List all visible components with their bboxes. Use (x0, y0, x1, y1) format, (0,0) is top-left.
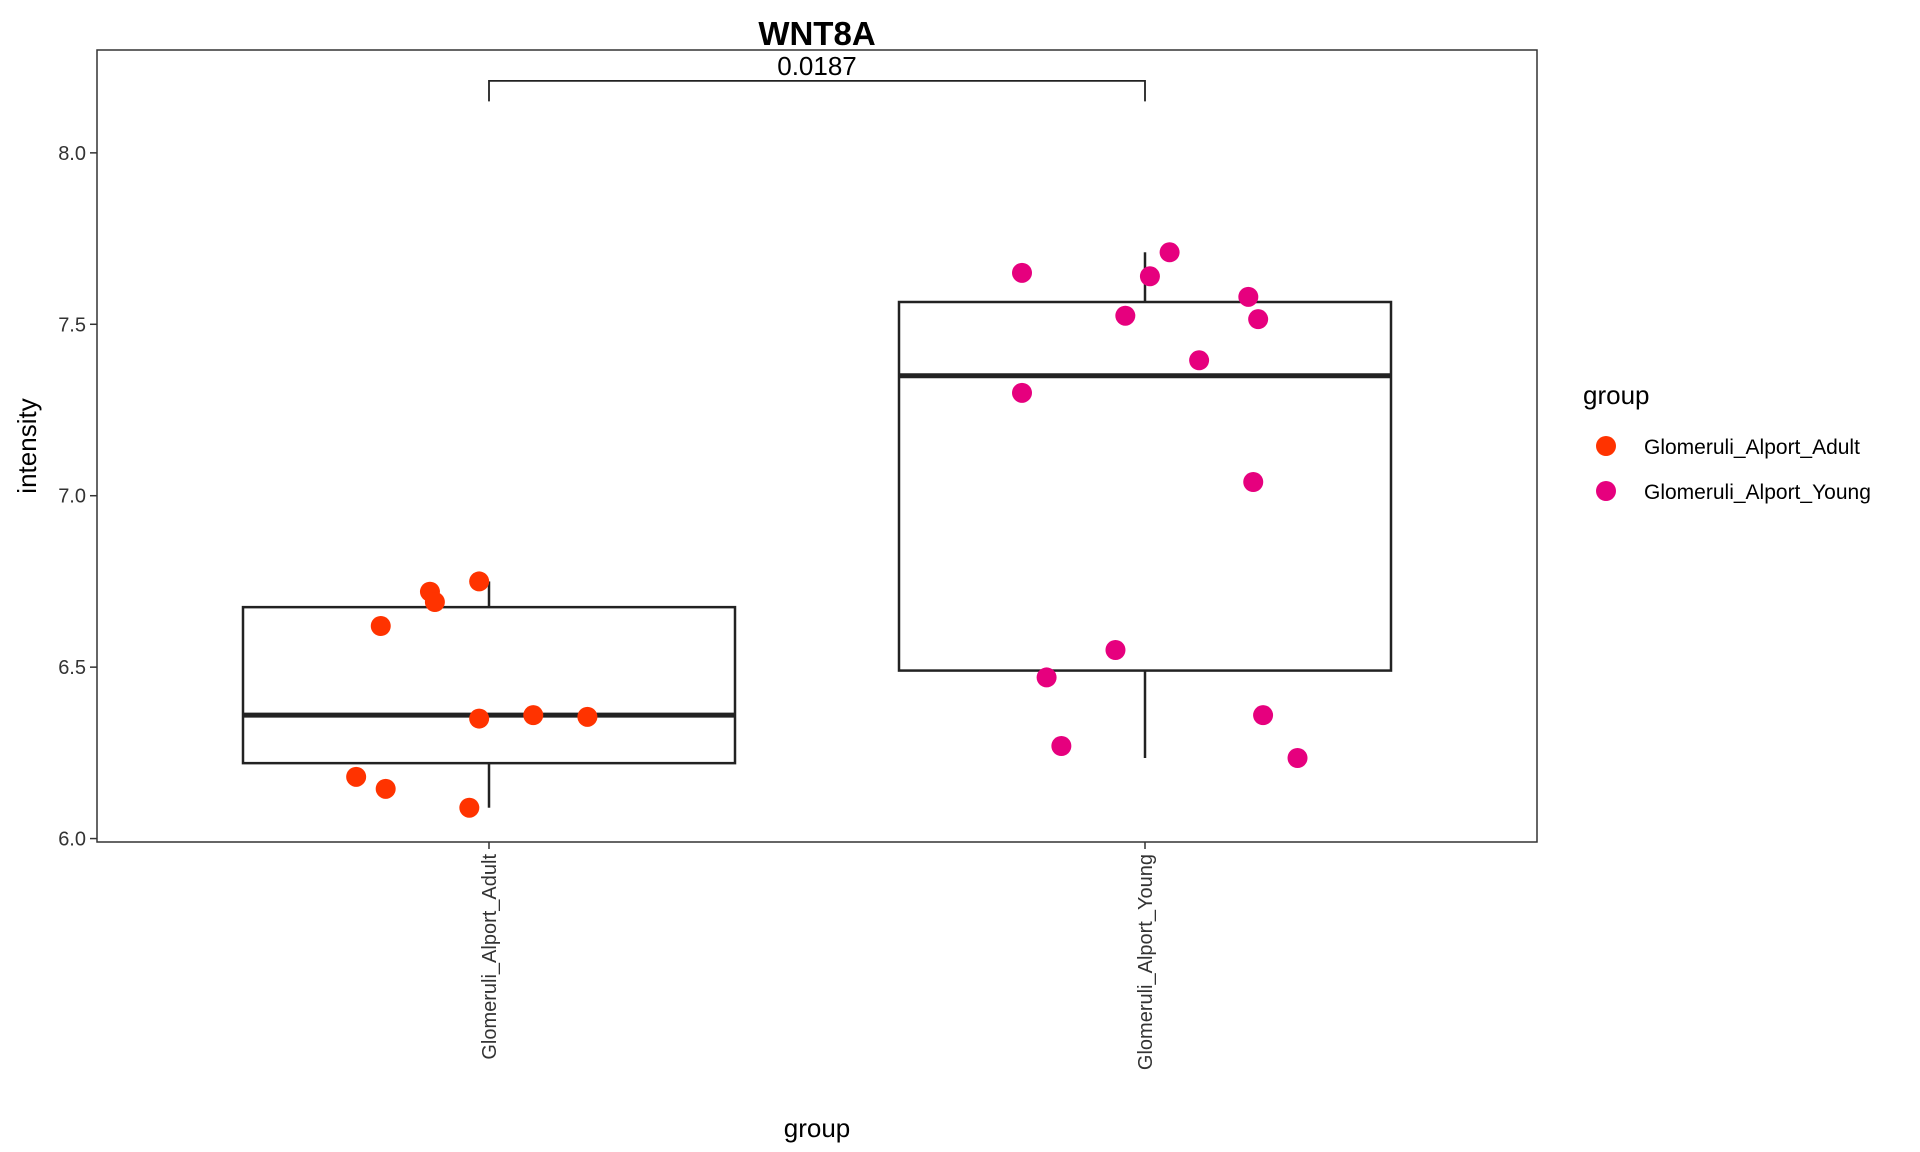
data-point-glomeruli-alport-young (1159, 242, 1180, 263)
data-point-glomeruli-alport-young (1253, 705, 1274, 726)
data-point-glomeruli-alport-young (1189, 350, 1210, 371)
x-tick-label-glomeruli-alport-adult: Glomeruli_Alport_Adult (479, 854, 501, 1060)
p-value-label: 0.0187 (777, 51, 857, 81)
box-glomeruli-alport-adult (241, 581, 737, 808)
data-point-glomeruli-alport-young (1036, 667, 1057, 688)
legend-label-glomeruli-alport-young: Glomeruli_Alport_Young (1644, 481, 1871, 504)
data-point-glomeruli-alport-young (1012, 382, 1032, 403)
y-tick-label: 6.5 (58, 657, 86, 679)
data-point-glomeruli-alport-adult (459, 797, 480, 818)
legend: group Glomeruli_Alport_Adult Glomeruli_A… (1583, 380, 1871, 504)
box-glomeruli-alport-young (897, 252, 1393, 758)
data-point-glomeruli-alport-adult (523, 705, 544, 726)
significance-annotation: 0.0187 (488, 51, 1146, 102)
data-point-glomeruli-alport-adult (469, 571, 490, 592)
legend-key-glomeruli-alport-adult (1596, 436, 1616, 456)
data-point-glomeruli-alport-young (1115, 305, 1136, 326)
legend-key-glomeruli-alport-young (1596, 481, 1616, 501)
data-point-glomeruli-alport-young (1238, 286, 1259, 307)
data-point-glomeruli-alport-adult (577, 706, 598, 727)
y-tick-label: 7.5 (58, 314, 86, 336)
y-axis: 6.0 6.5 7.0 7.5 8.0 (58, 143, 97, 851)
legend-title: group (1583, 380, 1650, 410)
data-point-glomeruli-alport-young (1139, 266, 1160, 287)
data-point-glomeruli-alport-adult (375, 778, 396, 799)
y-axis-title: intensity (12, 398, 42, 493)
data-point-glomeruli-alport-adult (424, 592, 445, 612)
y-tick-label: 6.0 (58, 829, 86, 851)
data-point-glomeruli-alport-young (1105, 640, 1126, 660)
points-layer (346, 242, 1308, 818)
boxes-layer (241, 252, 1393, 808)
data-point-glomeruli-alport-young (1012, 262, 1032, 283)
y-tick-label: 7.0 (58, 486, 86, 508)
data-point-glomeruli-alport-adult (370, 616, 391, 636)
x-axis-title: group (784, 1113, 851, 1143)
box-iqr (897, 300, 1393, 672)
chart-title: WNT8A (758, 15, 875, 52)
significance-bracket (488, 79, 1146, 102)
data-point-glomeruli-alport-adult (346, 766, 367, 787)
legend-label-glomeruli-alport-adult: Glomeruli_Alport_Adult (1644, 436, 1860, 459)
plot-panel (96, 49, 1538, 843)
box-iqr (241, 605, 737, 765)
data-point-glomeruli-alport-adult (469, 708, 490, 729)
data-point-glomeruli-alport-young (1051, 736, 1072, 756)
y-tick-label: 8.0 (58, 143, 86, 165)
data-point-glomeruli-alport-young (1287, 748, 1308, 768)
x-tick-label-glomeruli-alport-young: Glomeruli_Alport_Young (1135, 854, 1157, 1070)
x-axis: Glomeruli_Alport_Adult Glomeruli_Alport_Y… (479, 842, 1157, 1070)
data-point-glomeruli-alport-young (1248, 309, 1269, 330)
data-point-glomeruli-alport-young (1243, 472, 1264, 492)
